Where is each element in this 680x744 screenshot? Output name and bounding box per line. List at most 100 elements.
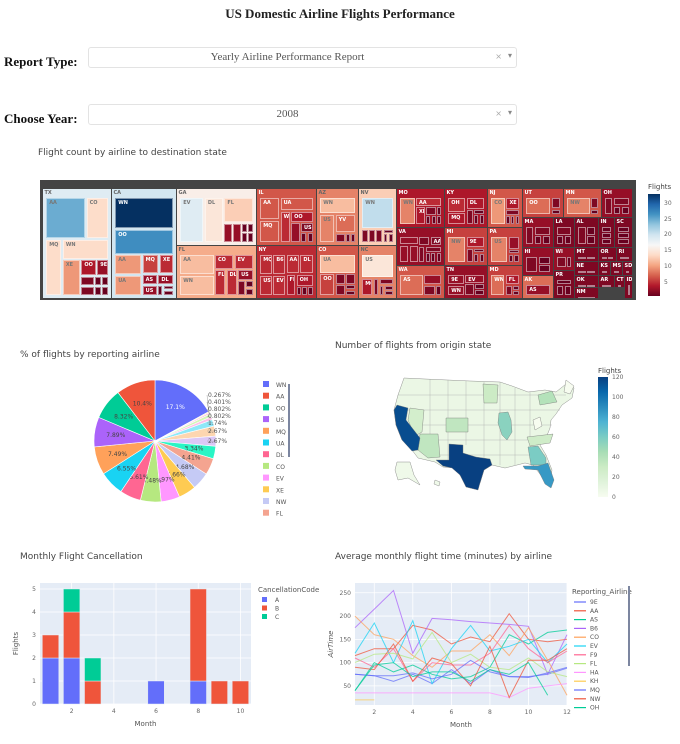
treemap-airline-box[interactable] [384,285,393,290]
treemap-airline-box[interactable] [351,233,355,242]
treemap-airline-box[interactable]: MQ [46,239,62,295]
treemap-airline-box[interactable]: B6 [273,255,286,275]
treemap-airline-box[interactable] [587,285,595,287]
treemap-airline-box[interactable] [425,253,430,262]
legend-item-ev[interactable]: EV [276,476,285,483]
treemap-state-mi[interactable]: MI NW 9E [444,227,487,265]
treemap-airline-box[interactable] [511,216,515,224]
legend-item-f9[interactable]: F9 [590,652,597,659]
treemap-airline-box[interactable] [379,278,393,285]
treemap-airline-box[interactable] [163,290,173,295]
treemap-airline-box[interactable] [383,234,388,242]
treemap-state-az[interactable]: AZ WN US YV [316,188,358,245]
treemap-state-sd[interactable]: SD [622,261,632,275]
legend-item-nw[interactable]: NW [590,696,600,703]
treemap-state-id[interactable]: ID [624,275,632,298]
treemap-airline-box[interactable] [81,286,94,295]
treemap-airline-box[interactable] [587,236,595,244]
treemap-airline-box[interactable]: US [301,223,313,232]
treemap-airline-box[interactable] [431,216,436,224]
legend-item-fl[interactable]: FL [590,661,597,668]
treemap-airline-box[interactable] [362,229,368,242]
treemap-airline-box[interactable] [602,227,611,232]
treemap-airline-box[interactable]: EV [234,255,253,269]
treemap-airline-box[interactable] [587,227,595,235]
treemap-airline-box[interactable]: 9E [466,237,484,248]
treemap-airline-box[interactable]: DL [158,274,173,285]
treemap-airline-box[interactable]: FL [215,270,226,295]
legend-scrollbar[interactable] [288,384,290,457]
treemap-airline-box[interactable]: US [491,237,508,262]
treemap-airline-box[interactable] [587,271,595,274]
treemap-airline-box[interactable]: AA [115,255,142,275]
treemap-airline-box[interactable] [384,290,393,295]
legend-item-co[interactable]: CO [590,634,599,641]
line-series-co[interactable] [354,615,568,696]
treemap-airline-box[interactable] [224,223,232,242]
treemap-state-nv[interactable]: NV WN [358,188,396,245]
treemap-airline-box[interactable] [587,257,595,260]
treemap-airline-box[interactable]: MQ [260,255,272,275]
treemap-airline-box[interactable]: XE [159,255,173,274]
treemap-state-oh[interactable]: OH [601,188,632,217]
treemap-airline-box[interactable]: YV [335,214,355,233]
line-series-nw[interactable] [354,643,568,699]
treemap-airline-box[interactable]: DL [466,198,484,209]
line-series-ha[interactable] [355,683,568,699]
treemap-airline-box[interactable]: AA [286,255,299,274]
treemap-state-nm[interactable]: NM [574,287,598,298]
treemap-airline-box[interactable] [474,210,484,214]
treemap-airline-box[interactable] [602,239,611,244]
treemap-airline-box[interactable]: US [362,255,393,278]
state-mn[interactable] [482,383,499,404]
treemap-airline-box[interactable] [557,280,571,285]
treemap-airline-box[interactable] [505,285,512,295]
treemap-airline-box[interactable] [95,276,101,286]
treemap-airline-box[interactable] [602,233,611,238]
state-nc[interactable] [526,433,554,447]
treemap-airline-box[interactable] [248,223,253,232]
treemap-airline-box[interactable] [508,254,513,262]
report-type-dropdown[interactable]: Yearly Airline Performance Report × ▾ [88,47,517,68]
treemap-airline-box[interactable] [578,257,586,260]
treemap-state-pr[interactable]: PR [553,270,574,298]
treemap-airline-box[interactable]: UA [320,255,355,273]
treemap-airline-box[interactable]: OO [526,198,551,214]
treemap-airline-box[interactable] [431,253,436,262]
treemap-airline-box[interactable]: 9E [97,260,108,276]
treemap-airline-box[interactable] [602,271,607,274]
treemap-airline-box[interactable] [426,207,436,215]
treemap-airline-box[interactable]: AA [260,198,280,220]
treemap-airline-box[interactable] [474,253,479,262]
treemap-airline-box[interactable] [506,216,510,224]
treemap-airline-box[interactable] [307,233,313,242]
treemap-airline-box[interactable] [538,265,550,272]
treemap-airline-box[interactable]: MQ [260,220,280,242]
treemap-airline-box[interactable] [345,274,355,284]
treemap-airline-box[interactable] [613,198,629,206]
legend-item-nw[interactable]: NW [276,499,286,506]
treemap-airline-box[interactable]: 9E [448,275,464,285]
treemap-state-ma[interactable]: MA [522,217,553,247]
treemap-airline-box[interactable] [613,206,621,214]
treemap-airline-box[interactable] [465,284,474,295]
treemap-airline-box[interactable] [246,281,253,288]
treemap-airline-box[interactable] [383,229,393,233]
treemap-airline-box[interactable] [242,223,247,232]
treemap-airline-box[interactable] [605,198,613,214]
state-wv[interactable] [532,416,543,431]
treemap-state-in[interactable]: IN [598,217,614,247]
treemap-airline-box[interactable]: WN [180,275,214,295]
treemap-airline-box[interactable] [564,285,571,295]
treemap-state-mt[interactable]: MT [574,247,598,261]
treemap-state-ne[interactable]: NE [574,261,598,275]
treemap-airline-box[interactable] [158,285,163,295]
legend-item-aa[interactable]: AA [590,608,599,615]
state-il[interactable] [497,411,513,441]
treemap-airline-box[interactable]: WN [491,275,505,295]
state-tx[interactable] [435,443,493,491]
treemap-airline-box[interactable] [608,257,613,260]
treemap-airline-box[interactable] [345,233,350,242]
treemap-airline-box[interactable] [335,285,345,295]
